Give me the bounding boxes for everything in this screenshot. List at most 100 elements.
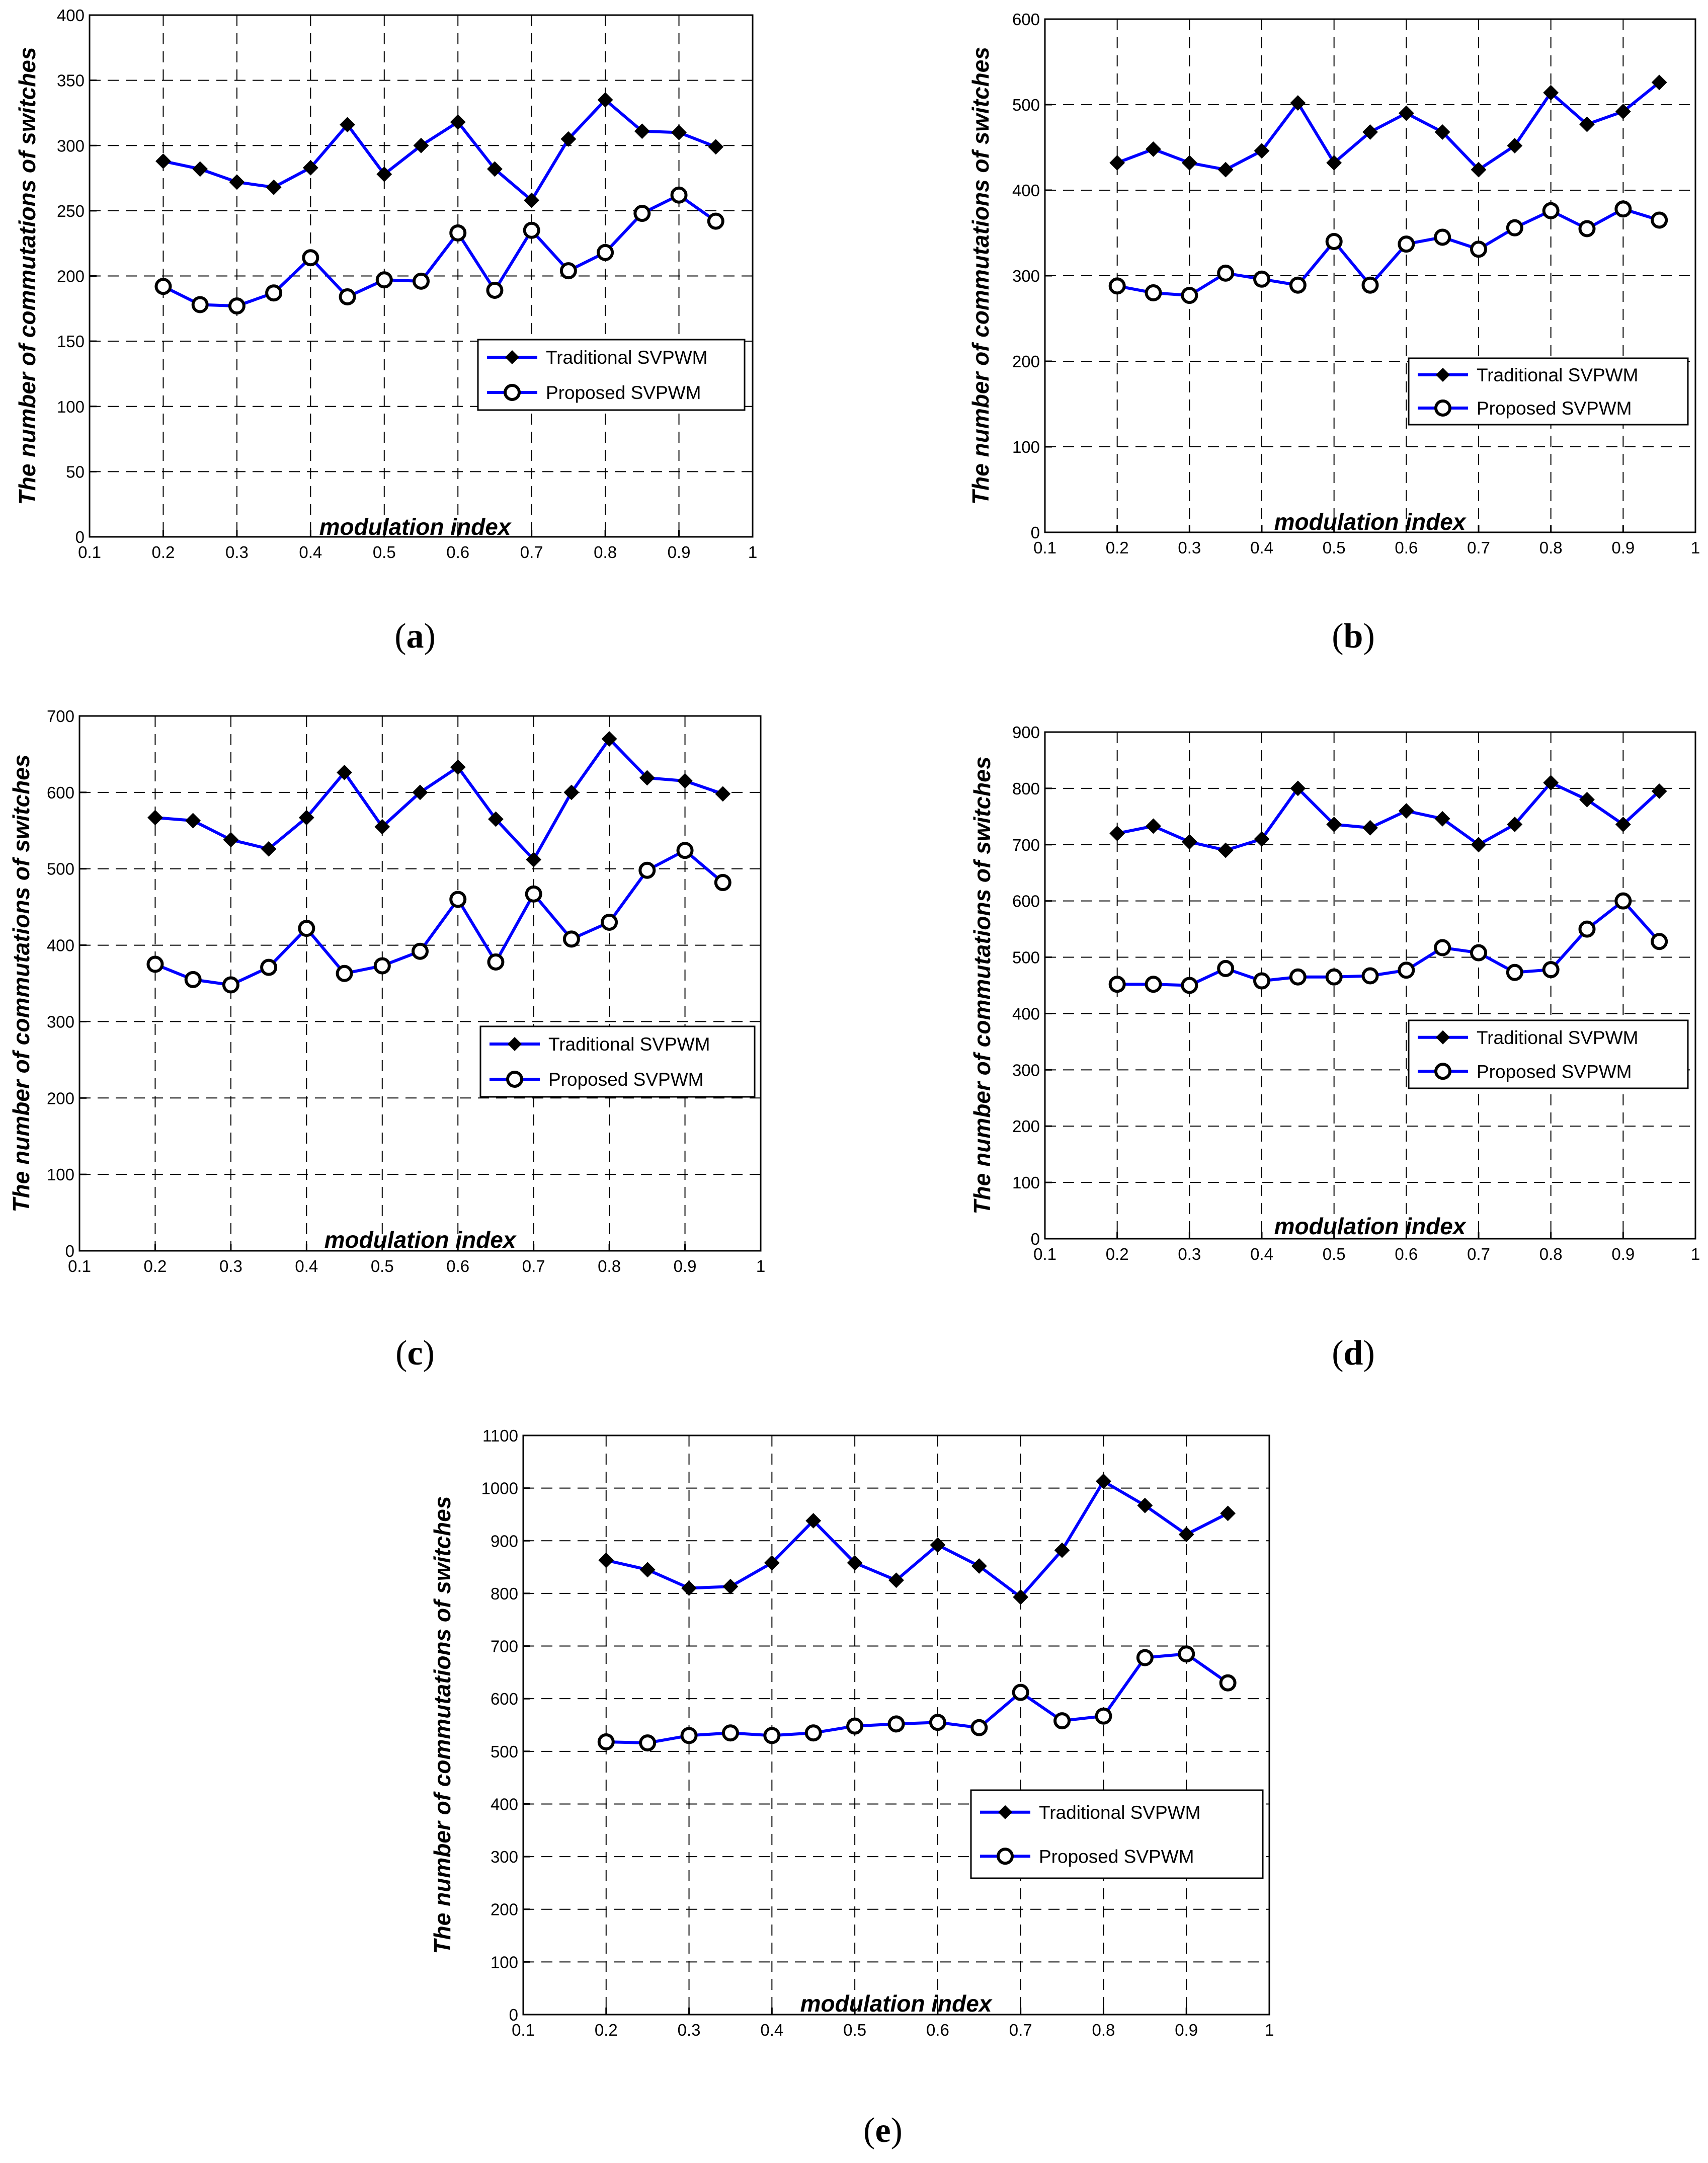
series-line-a-0 <box>162 98 716 202</box>
point-c-0-7 <box>412 784 428 800</box>
xtick-label-e-1: 0.2 <box>595 2021 618 2039</box>
point-c-0-12 <box>601 731 617 747</box>
point-e-1-3 <box>721 1724 739 1742</box>
point-d-0-10 <box>1471 837 1487 853</box>
point-b-0-11 <box>1507 138 1523 154</box>
xtick-label-d-6: 0.7 <box>1467 1245 1490 1263</box>
point-c-0-4 <box>298 810 314 826</box>
point-b-1-11 <box>1506 219 1523 236</box>
point-b-1-6 <box>1325 233 1343 250</box>
point-a-1-10 <box>523 221 540 239</box>
legend-c <box>479 1025 756 1098</box>
ytick-label-a-1: 50 <box>66 462 85 481</box>
xtick-label-e-5: 0.6 <box>926 2021 949 2039</box>
point-c-1-8 <box>449 891 467 908</box>
point-b-0-0 <box>1109 155 1125 171</box>
point-e-0-4 <box>764 1555 780 1571</box>
point-e-1-0 <box>597 1733 615 1750</box>
legend-label-c-1: Proposed SVPWM <box>548 1069 703 1090</box>
point-a-1-7 <box>413 272 430 290</box>
xtick-label-e-6: 0.7 <box>1009 2021 1032 2039</box>
point-e-0-15 <box>1220 1505 1236 1521</box>
point-a-0-4 <box>302 159 318 176</box>
point-d-1-15 <box>1651 933 1668 950</box>
point-b-0-4 <box>1254 143 1270 159</box>
point-b-0-3 <box>1217 162 1234 178</box>
point-b-0-10 <box>1471 162 1487 178</box>
caption-a-letter: a <box>406 617 424 656</box>
point-d-0-5 <box>1290 780 1306 796</box>
legend-marker-e-0 <box>998 1805 1012 1819</box>
point-e-1-7 <box>887 1715 905 1733</box>
point-a-0-5 <box>340 117 355 133</box>
point-e-1-11 <box>1053 1712 1071 1730</box>
legend-label-e-0: Traditional SVPWM <box>1039 1802 1200 1823</box>
point-c-0-9 <box>488 811 504 827</box>
point-b-1-7 <box>1361 276 1379 294</box>
point-d-1-13 <box>1578 920 1596 938</box>
ytick-label-c-7: 700 <box>47 707 74 726</box>
point-d-1-10 <box>1470 944 1487 962</box>
xtick-label-d-0: 0.1 <box>1033 1245 1056 1263</box>
point-c-0-3 <box>261 841 277 857</box>
xlabel-a: modulation index <box>319 514 512 540</box>
point-a-1-4 <box>302 249 319 267</box>
point-a-0-13 <box>634 123 650 139</box>
xtick-label-d-4: 0.5 <box>1323 1245 1346 1263</box>
caption-d-letter: d <box>1343 1334 1363 1373</box>
point-d-1-3 <box>1217 959 1235 977</box>
ytick-label-d-9: 900 <box>1012 723 1040 742</box>
ytick-label-d-2: 200 <box>1012 1117 1040 1136</box>
point-c-1-6 <box>373 957 391 975</box>
legend-marker-b-0 <box>1436 368 1450 382</box>
point-c-1-4 <box>298 920 315 937</box>
xtick-label-a-0: 0.1 <box>78 543 101 562</box>
point-a-1-2 <box>228 297 246 315</box>
point-d-1-1 <box>1145 976 1162 993</box>
legend-label-b-0: Traditional SVPWM <box>1477 365 1638 385</box>
point-e-0-11 <box>1054 1542 1070 1558</box>
xtick-label-b-7: 0.8 <box>1539 538 1563 557</box>
point-b-0-6 <box>1326 155 1342 171</box>
legend-marker-c-0 <box>508 1037 522 1051</box>
ytick-label-d-3: 300 <box>1012 1061 1040 1079</box>
legend-label-b-1: Proposed SVPWM <box>1477 398 1632 419</box>
xtick-label-d-5: 0.6 <box>1395 1245 1418 1263</box>
point-a-1-6 <box>375 271 393 289</box>
point-d-1-14 <box>1614 892 1632 910</box>
point-d-1-5 <box>1289 968 1307 986</box>
caption-b: (b) <box>1332 617 1375 656</box>
point-c-1-5 <box>336 965 353 982</box>
legend-marker-c-1 <box>506 1071 523 1088</box>
ytick-label-e-4: 400 <box>491 1795 518 1813</box>
ytick-label-c-1: 100 <box>47 1165 74 1184</box>
ytick-label-c-5: 500 <box>47 860 74 878</box>
xtick-label-e-7: 0.8 <box>1092 2021 1115 2039</box>
point-b-0-12 <box>1543 85 1559 101</box>
ytick-label-d-8: 800 <box>1012 779 1040 798</box>
point-d-1-11 <box>1506 964 1523 981</box>
xtick-label-e-3: 0.4 <box>760 2021 783 2039</box>
xlabel-b: modulation index <box>1274 509 1467 535</box>
xtick-label-b-3: 0.4 <box>1250 538 1273 557</box>
point-b-1-14 <box>1614 200 1632 218</box>
point-a-0-3 <box>266 179 282 195</box>
plot-area-b <box>1045 19 1695 532</box>
ytick-label-a-3: 150 <box>57 332 85 351</box>
point-c-1-3 <box>260 958 278 976</box>
axes-box-d <box>1044 731 1696 1240</box>
ytick-label-e-6: 600 <box>491 1690 518 1708</box>
point-e-1-13 <box>1136 1649 1154 1666</box>
ytick-label-a-2: 100 <box>57 397 85 416</box>
point-a-1-8 <box>449 224 467 242</box>
point-a-1-5 <box>339 288 356 305</box>
xtick-label-c-5: 0.6 <box>446 1257 469 1275</box>
point-c-0-15 <box>715 786 731 802</box>
legend-marker-e-1 <box>997 1848 1014 1865</box>
point-a-1-14 <box>670 186 688 204</box>
point-b-1-5 <box>1289 276 1307 294</box>
ytick-label-b-2: 200 <box>1012 352 1040 371</box>
xlabel-c: modulation index <box>324 1227 517 1253</box>
